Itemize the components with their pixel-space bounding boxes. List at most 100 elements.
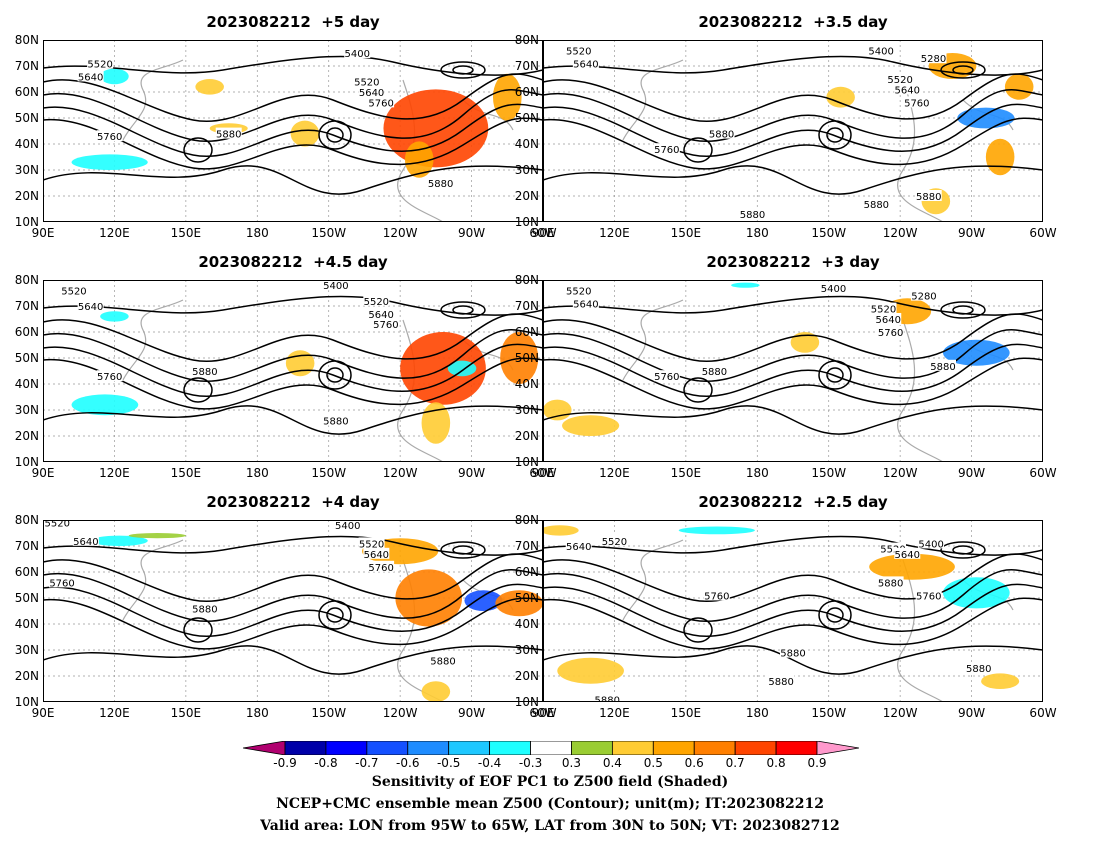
lat-tick-label: 70N (514, 59, 539, 73)
z500-contour-closed (440, 61, 486, 79)
contour-label: 5400 (868, 46, 893, 57)
lon-tick-label: 90W (957, 226, 986, 240)
lat-tick-label: 10N (514, 695, 539, 709)
caption-valid-area: Valid area: LON from 95W to 65W, LAT fro… (260, 818, 840, 834)
lon-tick-label: 120E (99, 706, 130, 720)
z500-contour-closed (683, 617, 713, 643)
colorbar-box (366, 740, 409, 756)
z500-contour-closed (683, 137, 713, 163)
contour-label-bg (739, 208, 766, 220)
contour-label: 5760 (97, 372, 122, 383)
contour-label-bg (594, 693, 621, 702)
sensitivity-shade (464, 590, 503, 611)
contour-label-bg (191, 602, 218, 614)
lon-tick-label: 150W (311, 466, 347, 480)
lon-tick-label: 90E (531, 706, 555, 720)
z500-contour (543, 405, 1043, 435)
contour-label: 5880 (930, 362, 955, 373)
lat-tick-label: 60N (14, 85, 39, 99)
lon-tick-label: 120E (99, 226, 130, 240)
lon-tick-label: 120W (382, 466, 418, 480)
contour-label: 5520 (566, 286, 591, 297)
sensitivity-shade (421, 402, 451, 444)
lon-tick-label: 180 (745, 466, 769, 480)
colorbar-tick-label: -0.4 (477, 756, 502, 770)
contour-label-bg (877, 576, 904, 588)
sensitivity-shade (562, 415, 620, 436)
map-area: 5520 5640 5760 5880 5400 5520 5640 5760 5880 (43, 40, 543, 222)
sensitivity-shade (395, 569, 463, 627)
lat-tick-label: 50N (514, 351, 539, 365)
contour-label: 5880 (916, 192, 941, 203)
lon-tick-label: 120W (382, 706, 418, 720)
lon-tick-label: 120E (599, 226, 630, 240)
colorbar-box (611, 740, 654, 756)
colorbar-tick-label: 0.6 (684, 756, 704, 770)
lat-tick-label: 80N (14, 273, 39, 287)
z500-contour (543, 569, 1043, 623)
contour-label-bg (572, 57, 599, 69)
map-panel: 2023082212 +4.5 day 5520 5640 5760 5880 5400 5… (15, 253, 557, 480)
z500-contour (43, 313, 543, 363)
lat-tick-label: 20N (14, 189, 39, 203)
contour-label: 5640 (573, 299, 598, 310)
z500-contour (543, 73, 1043, 123)
colorbar-tick-label: 0.9 (807, 756, 827, 770)
z500-contour (543, 553, 1043, 603)
contour-label: 5880 (430, 656, 455, 667)
colorbar-tick-label: -0.5 (436, 756, 461, 770)
z500-contour (543, 329, 1043, 383)
lon-tick-label: 120E (599, 466, 630, 480)
contour-label: 5760 (916, 591, 941, 602)
contour-label: 5880 (780, 649, 805, 660)
colorbar-tick-label: -0.8 (314, 756, 338, 770)
z500-contour (43, 583, 543, 638)
z500-contour-closed (818, 360, 852, 390)
lat-tick-label: 40N (14, 617, 39, 631)
contour-label-bg (653, 370, 680, 382)
lat-tick-label: 30N (514, 643, 539, 657)
contour-label-bg (708, 127, 735, 139)
lat-tick-label: 30N (14, 163, 39, 177)
z500-contour (43, 73, 543, 123)
sensitivity-shade (90, 535, 148, 546)
lon-tick-label: 60W (1029, 226, 1057, 240)
contour-label: 5520 (87, 59, 112, 70)
colorbar-tick-label: -0.7 (355, 756, 379, 770)
z500-contour-closed (826, 127, 844, 143)
contour-label: 5640 (876, 315, 901, 326)
colorbar-box (734, 740, 777, 756)
contour-label-bg (96, 370, 123, 382)
contour-label-bg (358, 86, 385, 97)
sensitivity-shade (731, 282, 760, 288)
sensitivity-shade (957, 107, 1015, 129)
z500-contour-closed (818, 120, 852, 150)
contour-label: 5760 (373, 320, 398, 331)
contour-label-bg (768, 675, 795, 687)
contour-label: 5880 (192, 367, 217, 378)
sensitivity-shade (100, 68, 129, 85)
lon-tick-label: 180 (245, 466, 269, 480)
z500-contour-closed (452, 545, 474, 555)
contour-label-bg (920, 52, 947, 64)
lat-tick-label: 60N (514, 565, 539, 579)
lat-tick-label: 60N (514, 325, 539, 339)
lat-tick-label: 40N (514, 137, 539, 151)
contour-label-bg (87, 57, 114, 69)
lon-tick-label: 90E (531, 226, 555, 240)
lon-tick-label: 90W (457, 706, 486, 720)
lon-tick-label: 90W (457, 226, 486, 240)
contour-label-bg (894, 547, 921, 559)
map-panel: 2023082212 +3.5 day 5520 5640 5760 5880 5400 5… (515, 13, 1057, 240)
lon-tick-label: 120W (882, 706, 918, 720)
z500-contour-closed (952, 65, 974, 75)
colorbar-tick-label: -0.9 (273, 756, 297, 770)
contour-label: 5520 (61, 286, 86, 297)
contour-label: 5760 (654, 372, 679, 383)
z500-contour (543, 645, 1043, 675)
z500-contour-closed (952, 305, 974, 315)
sensitivity-shade (71, 394, 139, 416)
contour-label-bg (820, 281, 847, 293)
z500-contour-closed (318, 120, 352, 150)
lon-tick-label: 180 (245, 226, 269, 240)
